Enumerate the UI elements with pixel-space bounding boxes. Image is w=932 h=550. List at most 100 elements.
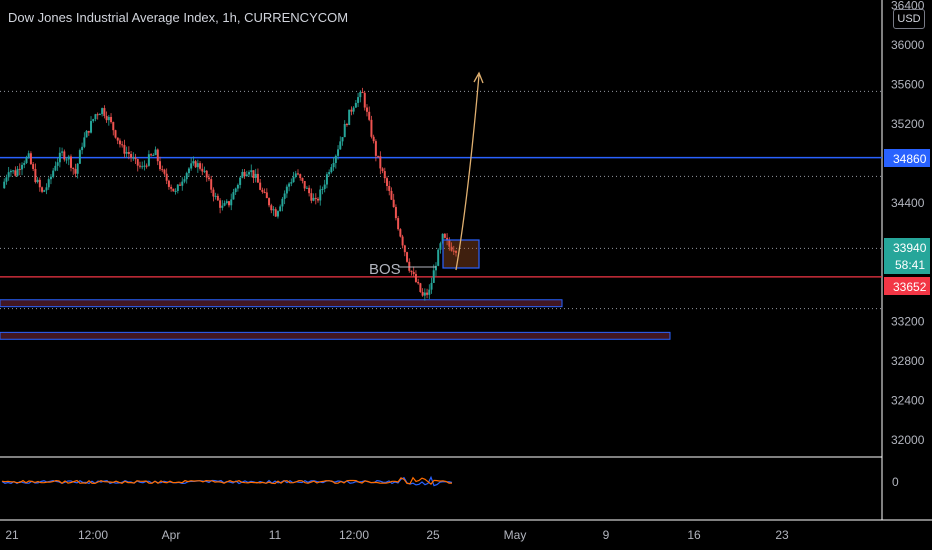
- candle-body: [14, 170, 17, 176]
- candle-body: [308, 187, 311, 194]
- candle-body: [243, 171, 246, 177]
- candle-body: [437, 249, 440, 266]
- candle-body: [343, 124, 346, 138]
- candle-body: [361, 92, 364, 94]
- candle-body: [430, 282, 433, 290]
- current-price-badge[interactable]: 33940 58:41: [884, 238, 930, 274]
- candle-body: [165, 173, 168, 181]
- price-candles: [3, 87, 457, 301]
- candle-body: [90, 121, 93, 133]
- candle-body: [23, 162, 26, 165]
- candle-body: [101, 108, 104, 115]
- candle-body: [69, 156, 72, 168]
- candle-body: [448, 240, 451, 247]
- x-tick-label: 16: [687, 528, 701, 542]
- candle-body: [110, 116, 113, 123]
- x-tick-label: 11: [269, 528, 282, 542]
- candle-body: [147, 154, 150, 166]
- x-tick-label: 12:00: [78, 528, 108, 542]
- currency-badge[interactable]: USD: [893, 9, 925, 29]
- candle-body: [357, 97, 360, 103]
- candle-body: [350, 109, 353, 112]
- candle-body: [114, 130, 117, 138]
- support-zones: [0, 299, 671, 340]
- candle-body: [185, 173, 188, 180]
- candle-body: [230, 199, 233, 206]
- candle-body: [36, 179, 39, 183]
- bos-label[interactable]: BOS: [369, 261, 401, 278]
- candle-body: [190, 163, 193, 169]
- candle-body: [239, 177, 242, 185]
- x-tick-label: 12:00: [339, 528, 369, 542]
- x-tick-label: 9: [603, 528, 610, 542]
- candle-body: [259, 182, 262, 190]
- candle-body: [317, 198, 320, 201]
- candle-body: [274, 209, 277, 217]
- candle-body: [181, 181, 184, 186]
- candle-body: [183, 179, 186, 182]
- y-tick-label: 32800: [891, 354, 925, 368]
- support-zone: [0, 331, 671, 340]
- candle-body: [270, 205, 273, 211]
- candle-body: [294, 173, 297, 178]
- candle-body: [265, 192, 268, 199]
- candle-body: [29, 153, 32, 165]
- current-price: 33940: [893, 241, 927, 255]
- candle-body: [163, 169, 166, 174]
- candle-body: [268, 198, 271, 206]
- candle-body: [388, 185, 391, 191]
- candle-body: [9, 170, 12, 173]
- support-price: 33652: [893, 280, 927, 294]
- candle-body: [67, 156, 70, 160]
- candle-body: [103, 108, 106, 116]
- candle-body: [34, 168, 37, 183]
- candle-body: [234, 188, 237, 193]
- candle-body: [441, 233, 444, 244]
- candle-body: [330, 167, 333, 173]
- candle-body: [32, 164, 35, 169]
- candle-body: [303, 180, 306, 189]
- candle-body: [170, 186, 173, 189]
- candle-body: [232, 192, 235, 200]
- candle-body: [49, 176, 52, 180]
- candle-body: [150, 154, 153, 156]
- candle-body: [261, 189, 264, 192]
- target-box[interactable]: [442, 239, 480, 269]
- candle-body: [423, 292, 426, 296]
- y-tick-label: 34400: [891, 196, 925, 210]
- candle-body: [352, 107, 355, 112]
- y-tick-label: 35600: [891, 78, 925, 92]
- candle-body: [348, 109, 351, 125]
- candle-body: [138, 165, 141, 167]
- price-axis: 3640036000356003520034400336003320032800…: [891, 0, 925, 447]
- candle-body: [370, 119, 373, 137]
- candle-body: [212, 189, 215, 197]
- candle-body: [368, 111, 371, 120]
- candle-body: [383, 171, 386, 179]
- candle-body: [141, 166, 144, 168]
- candle-body: [341, 137, 344, 142]
- y-tick-label: 32000: [891, 433, 925, 447]
- candle-body: [254, 173, 257, 178]
- indicator-zero-label: 0: [892, 475, 899, 489]
- projection-arrow[interactable]: [455, 74, 480, 271]
- candle-body: [379, 156, 382, 169]
- x-tick-label: Apr: [162, 528, 181, 542]
- x-tick-label: 23: [775, 528, 789, 542]
- candle-body: [450, 246, 453, 251]
- candle-body: [154, 149, 157, 156]
- candle-body: [52, 170, 55, 177]
- candle-body: [296, 173, 299, 175]
- candle-body: [408, 261, 411, 271]
- candle-body: [263, 191, 266, 193]
- candle-body: [339, 141, 342, 150]
- resistance-badge[interactable]: 34860: [884, 149, 930, 167]
- candle-body: [81, 146, 84, 151]
- candle-body: [61, 151, 64, 153]
- candle-body: [406, 252, 409, 262]
- candle-body: [152, 155, 155, 157]
- support-badge[interactable]: 33652: [884, 277, 930, 295]
- candle-body: [161, 169, 164, 171]
- candle-body: [403, 245, 406, 253]
